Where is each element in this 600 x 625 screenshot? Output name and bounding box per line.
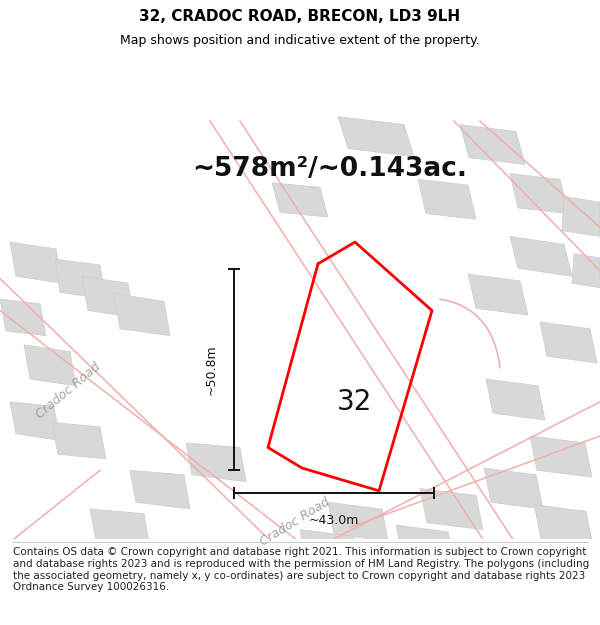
Polygon shape: [40, 543, 100, 582]
Text: 32: 32: [337, 388, 373, 416]
Polygon shape: [468, 274, 528, 315]
Polygon shape: [90, 509, 150, 548]
Text: Contains OS data © Crown copyright and database right 2021. This information is : Contains OS data © Crown copyright and d…: [13, 548, 589, 592]
Polygon shape: [328, 503, 388, 541]
Polygon shape: [114, 294, 170, 336]
Polygon shape: [562, 196, 600, 236]
Text: 32, CRADOC ROAD, BRECON, LD3 9LH: 32, CRADOC ROAD, BRECON, LD3 9LH: [139, 9, 461, 24]
Polygon shape: [460, 124, 525, 164]
Polygon shape: [82, 276, 134, 318]
Text: Map shows position and indicative extent of the property.: Map shows position and indicative extent…: [120, 34, 480, 47]
Polygon shape: [130, 470, 190, 509]
Polygon shape: [55, 259, 106, 299]
Polygon shape: [418, 179, 476, 219]
Polygon shape: [572, 254, 600, 288]
Polygon shape: [186, 443, 246, 482]
Polygon shape: [420, 489, 483, 529]
Polygon shape: [396, 525, 455, 566]
Polygon shape: [300, 529, 360, 571]
Text: ~43.0m: ~43.0m: [309, 514, 359, 527]
Text: Cradoc Road: Cradoc Road: [258, 495, 332, 548]
Polygon shape: [534, 504, 593, 546]
Text: ~578m²/~0.143ac.: ~578m²/~0.143ac.: [193, 156, 467, 182]
Polygon shape: [10, 242, 62, 283]
Polygon shape: [338, 117, 414, 156]
Text: Cradoc Road: Cradoc Road: [34, 360, 103, 421]
Polygon shape: [540, 322, 597, 363]
Text: ~50.8m: ~50.8m: [205, 344, 218, 395]
Polygon shape: [52, 422, 106, 459]
Polygon shape: [0, 299, 46, 336]
Polygon shape: [10, 402, 60, 441]
Polygon shape: [24, 345, 76, 386]
Polygon shape: [486, 379, 545, 420]
Polygon shape: [510, 236, 572, 276]
Polygon shape: [530, 436, 592, 477]
Polygon shape: [484, 468, 543, 509]
Polygon shape: [272, 182, 328, 217]
Polygon shape: [510, 174, 568, 214]
